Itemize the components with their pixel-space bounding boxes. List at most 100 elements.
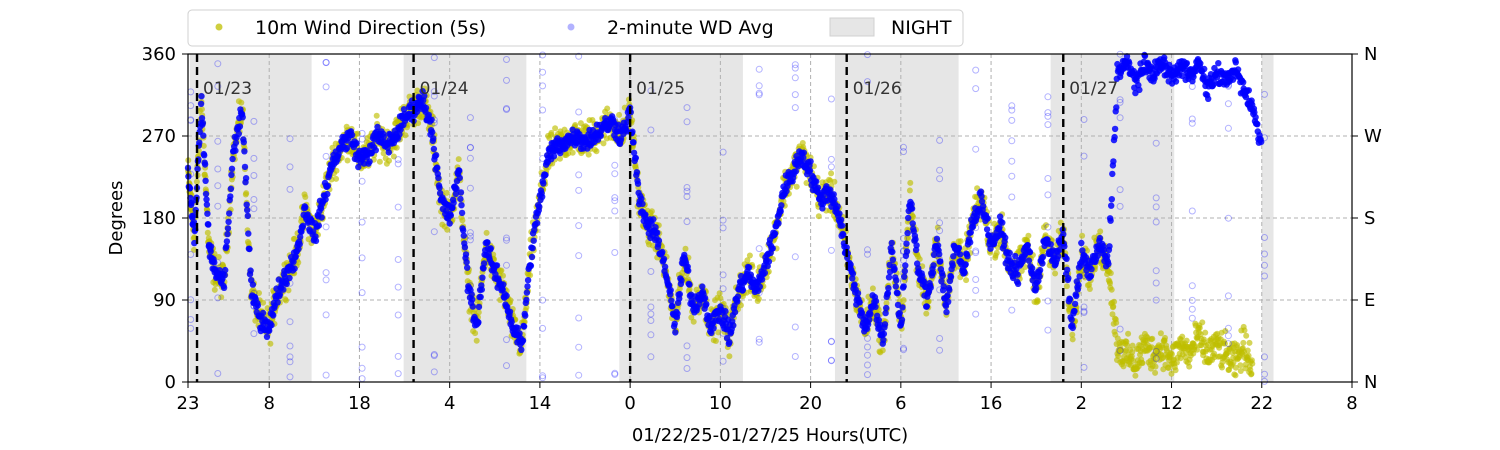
data-point: [523, 304, 530, 311]
data-point: [472, 330, 479, 337]
data-point: [1148, 344, 1155, 351]
data-point: [678, 277, 685, 284]
data-point: [611, 207, 619, 215]
data-point: [243, 201, 250, 208]
data-point: [1044, 175, 1052, 182]
data-point: [500, 272, 506, 279]
data-point: [443, 189, 450, 196]
data-point: [716, 290, 723, 297]
data-point: [373, 112, 380, 119]
data-point: [575, 171, 583, 179]
data-point: [889, 248, 896, 256]
data-point: [1084, 247, 1090, 254]
data-point: [227, 185, 235, 192]
data-point: [575, 314, 583, 322]
data-point: [239, 114, 246, 121]
data-point: [536, 203, 543, 210]
data-point: [274, 299, 281, 306]
data-point: [778, 202, 785, 209]
data-point: [232, 147, 239, 154]
data-point: [500, 281, 507, 288]
data-point: [197, 100, 205, 108]
data-point: [463, 258, 470, 266]
data-point: [524, 283, 531, 290]
data-point: [575, 343, 583, 351]
data-point: [1124, 342, 1131, 349]
data-point: [854, 290, 862, 297]
data-point: [905, 214, 912, 222]
data-point: [939, 272, 946, 279]
data-point: [1086, 286, 1093, 292]
data-point: [204, 210, 211, 217]
data-point: [1129, 349, 1136, 356]
data-point: [849, 275, 856, 282]
data-point: [674, 310, 681, 317]
data-point: [893, 277, 900, 284]
data-point: [791, 323, 799, 331]
data-point: [523, 296, 530, 304]
data-point: [1139, 360, 1146, 367]
right-tick-label: N: [1364, 372, 1377, 393]
data-point: [523, 289, 531, 296]
data-point: [611, 249, 619, 256]
data-point: [869, 285, 876, 292]
data-point: [385, 149, 392, 156]
data-point: [1132, 372, 1139, 379]
data-point: [196, 139, 203, 146]
data-point: [312, 237, 320, 245]
data-point: [980, 203, 987, 210]
data-point: [1188, 314, 1196, 322]
data-point: [393, 144, 400, 151]
data-point: [244, 212, 251, 220]
data-point: [972, 286, 980, 294]
data-point: [360, 160, 368, 167]
data-point: [930, 262, 937, 269]
data-point: [676, 290, 683, 298]
data-point: [249, 281, 257, 288]
data-point: [730, 322, 737, 329]
data-point: [815, 213, 822, 220]
data-point: [507, 297, 514, 304]
data-point: [394, 370, 402, 378]
data-point: [1109, 311, 1116, 318]
data-point: [758, 276, 766, 283]
data-point: [191, 246, 197, 253]
data-point: [353, 140, 360, 147]
data-point: [218, 294, 225, 301]
grid-lines: [188, 54, 1352, 382]
data-point: [193, 178, 200, 185]
data-point: [211, 286, 218, 293]
data-point: [783, 188, 790, 195]
data-point: [634, 180, 642, 187]
data-point: [1107, 217, 1114, 224]
data-point: [650, 216, 657, 223]
data-point: [394, 283, 402, 291]
data-point: [1245, 352, 1252, 359]
data-point: [734, 298, 741, 305]
data-point: [1197, 331, 1204, 338]
data-point: [498, 267, 505, 274]
data-point: [883, 304, 890, 312]
data-point: [322, 83, 330, 91]
data-point: [925, 298, 932, 305]
data-point: [685, 267, 692, 274]
data-point: [1108, 196, 1116, 203]
data-point: [376, 158, 383, 165]
data-point: [880, 330, 888, 338]
data-point: [254, 302, 262, 309]
data-point: [198, 106, 205, 113]
data-point: [1107, 280, 1113, 287]
data-point: [891, 265, 898, 273]
data-point: [1044, 121, 1052, 129]
data-point: [616, 111, 623, 118]
data-point: [318, 214, 325, 221]
data-point: [1151, 358, 1158, 365]
data-point: [522, 312, 529, 319]
data-point: [468, 291, 475, 298]
data-point: [205, 221, 212, 228]
data-point: [1237, 362, 1244, 369]
data-point: [1039, 253, 1047, 261]
data-point: [1108, 286, 1115, 293]
x-tick-label: 10: [709, 393, 732, 414]
data-point: [221, 272, 228, 279]
